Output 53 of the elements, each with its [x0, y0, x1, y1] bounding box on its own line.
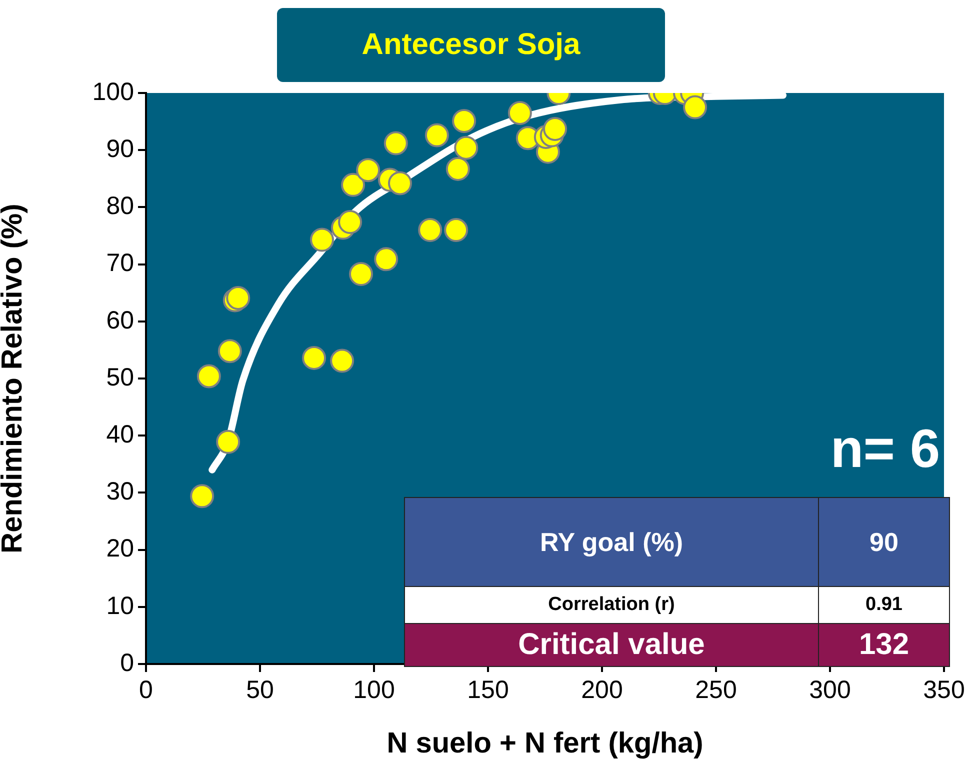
x-tick-label: 0: [139, 676, 153, 704]
point: [424, 123, 449, 148]
y-tick-label: 100: [92, 78, 134, 106]
y-tick-label: 20: [106, 534, 134, 563]
point: [454, 136, 478, 160]
annotation: RY goal (%): [404, 498, 818, 586]
point: [349, 262, 374, 286]
annotation: Correlation (r): [404, 586, 818, 624]
point: [418, 218, 442, 242]
annotation: 132: [818, 624, 950, 666]
point: [196, 364, 221, 388]
y-tick-label: 60: [106, 306, 134, 334]
y-tick-label: 80: [106, 192, 134, 220]
annotation: 0.91: [818, 586, 950, 624]
x-tick-label: 300: [809, 676, 851, 704]
y-tick-label: 70: [106, 249, 134, 278]
x-tick-label: 150: [467, 676, 509, 704]
point: [338, 210, 362, 234]
point: [374, 247, 398, 272]
y-axis-title: Rendimiento Relativo (%): [0, 204, 28, 554]
x-tick-label: 250: [695, 676, 737, 704]
point: [341, 172, 366, 197]
y-tick-label: 0: [120, 648, 134, 677]
x-tick-label: 50: [246, 676, 274, 704]
point: [446, 156, 470, 181]
point: [226, 286, 250, 310]
y-tick-label: 40: [106, 420, 134, 448]
annotation: n= 6: [829, 418, 940, 480]
point: [508, 100, 532, 125]
y-tick-label: 30: [106, 478, 134, 506]
x-tick-label: 200: [581, 676, 623, 704]
annotation: 90: [818, 498, 950, 586]
y-tick-label: 10: [106, 592, 134, 620]
point: [190, 484, 214, 508]
chart-title: Antecesor Soja: [277, 8, 665, 82]
point: [218, 339, 242, 364]
point: [356, 158, 380, 182]
point: [216, 430, 240, 454]
x-axis-title: N suelo + N fert (kg/ha): [386, 728, 704, 760]
point: [388, 171, 412, 196]
point: [683, 95, 708, 120]
x-tick-label: 100: [353, 676, 395, 704]
point: [310, 228, 334, 252]
point: [543, 116, 568, 141]
point: [444, 218, 468, 242]
y-tick-label: 50: [106, 363, 134, 392]
point: [330, 348, 354, 373]
annotation: Critical value: [404, 624, 818, 666]
x-tick-label: 350: [923, 676, 965, 704]
point: [302, 346, 326, 370]
point: [384, 131, 408, 156]
y-tick-label: 90: [106, 134, 134, 163]
point: [452, 108, 476, 133]
